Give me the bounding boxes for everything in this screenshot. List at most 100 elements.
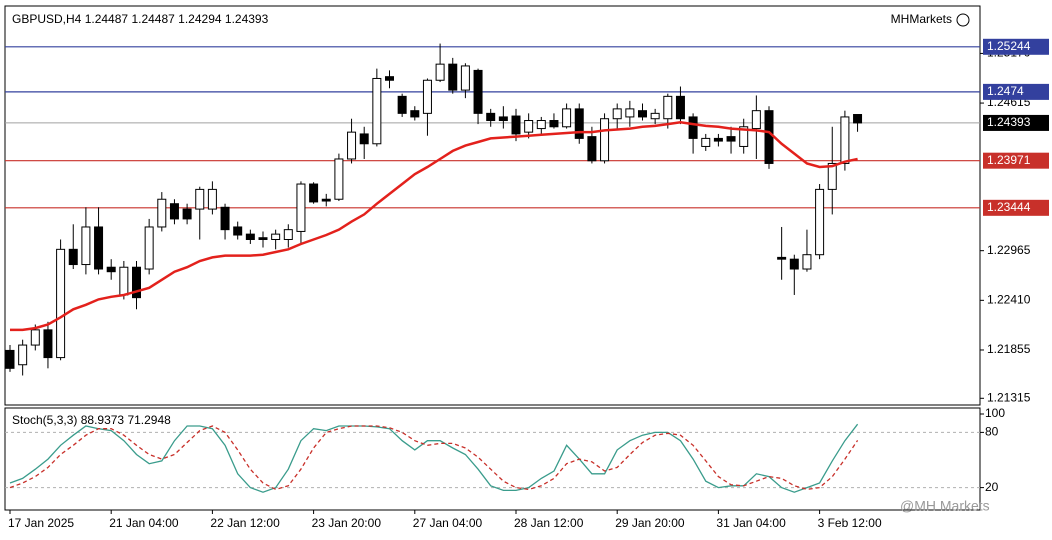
candle-body: [713, 137, 723, 142]
y-tick-label: 20: [985, 480, 999, 494]
ohlc-open: 1.24487: [85, 12, 129, 26]
candle-body: [233, 226, 243, 236]
candle-body: [157, 198, 167, 228]
candle-body: [625, 108, 635, 118]
candle-body: [410, 110, 420, 118]
candle-body: [271, 233, 281, 240]
candle-body: [739, 126, 749, 147]
candle-body: [422, 79, 432, 114]
level-label: 1.2474: [987, 84, 1024, 98]
main-frame: [4, 5, 981, 406]
x-tick-label: 22 Jan 12:00: [210, 516, 280, 530]
level-label-box: [983, 38, 1049, 55]
candle-body: [334, 158, 344, 200]
candle-body: [562, 108, 572, 128]
candle-body: [853, 114, 863, 124]
current-price-box: [983, 114, 1049, 131]
candle-body: [524, 120, 534, 133]
candle-body: [600, 118, 610, 162]
brand: MHMarkets: [891, 12, 952, 26]
x-tick-label: 17 Jan 2025: [8, 516, 74, 530]
candle-body: [663, 95, 673, 120]
y-tick-label: 1.21855: [987, 342, 1031, 356]
candle-body: [321, 198, 331, 202]
candle-body: [397, 95, 407, 114]
candle-body: [182, 208, 192, 220]
x-tick-label: 21 Jan 04:00: [109, 516, 179, 530]
ohlc-high: 1.24487: [131, 12, 175, 26]
candle-body: [638, 110, 647, 118]
plot-layer: 1.251701.246151.229651.224101.218551.213…: [5, 38, 1049, 530]
stoch-d: 71.2948: [127, 413, 171, 427]
level-label-box: [983, 152, 1049, 169]
candle-body: [827, 162, 837, 190]
candle-body: [688, 116, 698, 139]
stoch-k: 88.9373: [81, 413, 125, 427]
candle-body: [372, 77, 382, 145]
candle-body: [511, 115, 521, 135]
candle-body: [195, 188, 205, 210]
x-tick-label: 31 Jan 04:00: [716, 516, 786, 530]
watermark: @MH Markets: [900, 498, 990, 514]
candle-body: [751, 110, 761, 130]
candle-body: [359, 133, 369, 145]
level-label: 1.23444: [987, 200, 1031, 214]
candle-body: [840, 116, 850, 164]
candle-body: [245, 233, 255, 240]
candle-body: [460, 65, 470, 91]
candle-body: [119, 266, 129, 296]
candle-body: [777, 256, 787, 260]
candle-body: [536, 120, 546, 130]
candle-body: [789, 258, 799, 270]
x-tick-label: 23 Jan 20:00: [312, 516, 382, 530]
x-tick-label: 27 Jan 04:00: [413, 516, 483, 530]
candle-body: [144, 226, 154, 270]
stoch-line: [9, 425, 859, 491]
level-label: 1.25244: [987, 39, 1031, 53]
current-price-label: 1.24393: [987, 115, 1031, 129]
candle-body: [815, 188, 825, 256]
stoch-frame: [4, 407, 981, 511]
stoch-name: Stoch(5,3,3): [12, 413, 77, 427]
candle-body: [220, 206, 230, 231]
stoch-line: [9, 423, 859, 493]
candle-body: [81, 226, 91, 266]
y-tick-label: 1.21315: [987, 390, 1031, 404]
x-tick-label: 28 Jan 12:00: [514, 516, 584, 530]
candle-body: [473, 69, 483, 114]
y-tick-label: 1.22410: [987, 293, 1031, 307]
candle-body: [498, 116, 508, 122]
candle-body: [802, 254, 812, 270]
candle-body: [43, 329, 53, 359]
candle-body: [207, 188, 217, 210]
level-label-box: [983, 199, 1049, 216]
candle-body: [486, 112, 496, 122]
candle-body: [283, 229, 293, 240]
candle-body: [106, 266, 116, 273]
chart-title: GBPUSD,H4 1.24487 1.24487 1.24294 1.2439…: [12, 12, 269, 26]
candle-body: [258, 237, 268, 240]
candle-body: [448, 63, 458, 91]
ohlc-close: 1.24393: [225, 12, 269, 26]
candle-body: [726, 136, 736, 142]
candle-body: [574, 108, 584, 139]
candle-body: [56, 248, 66, 359]
symbol: GBPUSD,H4: [12, 12, 82, 26]
moving-average: [10, 121, 858, 332]
candle-body: [650, 112, 660, 120]
brand-icon: [956, 13, 970, 27]
candle-body: [132, 266, 141, 299]
candle-body: [347, 131, 357, 160]
candle-body: [764, 110, 774, 164]
candle-body: [435, 63, 445, 81]
y-tick-label: 80: [985, 425, 999, 439]
candle-body: [549, 120, 559, 128]
stoch-title: Stoch(5,3,3) 88.9373 71.2948: [12, 413, 171, 427]
candle-body: [94, 226, 104, 270]
level-label-box: [983, 83, 1049, 100]
level-label: 1.23971: [987, 153, 1031, 167]
candle-body: [385, 76, 394, 81]
candle-body: [587, 136, 597, 162]
